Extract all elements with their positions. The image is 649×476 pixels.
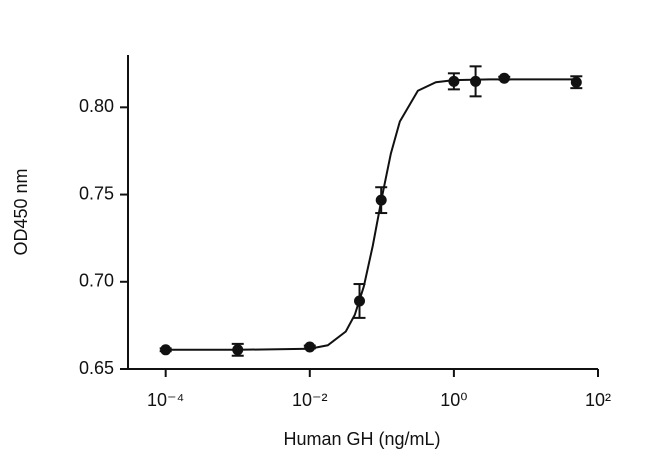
x-tick-label: 10² bbox=[585, 390, 611, 410]
x-tick-label: 10⁰ bbox=[440, 390, 467, 410]
y-tick-label: 0.75 bbox=[79, 183, 114, 203]
x-tick-label: 10⁻² bbox=[292, 390, 328, 410]
point bbox=[470, 75, 482, 87]
point bbox=[354, 295, 366, 307]
point bbox=[448, 75, 460, 87]
point bbox=[498, 72, 510, 84]
x-tick-label: 10⁻⁴ bbox=[147, 390, 184, 410]
y-tick-label: 0.80 bbox=[79, 96, 114, 116]
fit-curve bbox=[165, 78, 577, 351]
y-tick-label: 0.65 bbox=[79, 358, 114, 378]
y-tick-label: 0.70 bbox=[79, 271, 114, 291]
x-axis-label: Human GH (ng/mL) bbox=[283, 429, 440, 449]
point bbox=[375, 194, 387, 206]
point bbox=[304, 341, 316, 353]
point bbox=[570, 76, 582, 88]
point bbox=[232, 344, 244, 356]
point bbox=[160, 344, 172, 356]
y-axis-label: OD450 nm bbox=[11, 168, 31, 255]
